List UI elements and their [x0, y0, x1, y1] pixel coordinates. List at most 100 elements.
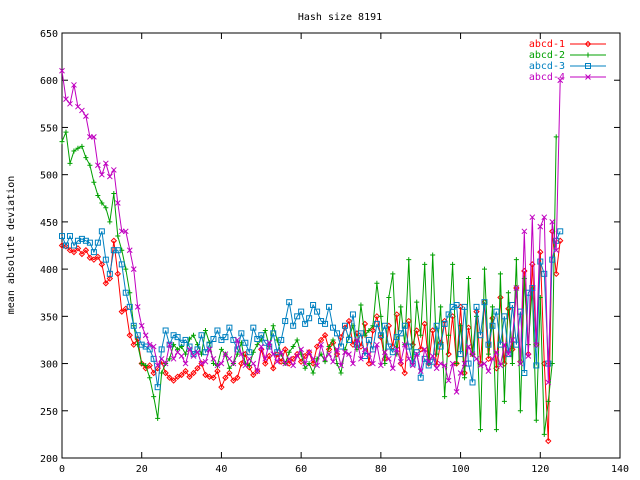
- x-tick-label: 120: [531, 464, 549, 475]
- data-point: [226, 355, 233, 362]
- data-point: [191, 332, 197, 338]
- data-point: [151, 394, 157, 400]
- data-point: [86, 254, 94, 261]
- data-point: [385, 343, 392, 350]
- data-point: [218, 360, 225, 367]
- data-point: [553, 134, 559, 140]
- legend-label: abcd-4: [529, 72, 565, 83]
- data-point: [322, 359, 328, 365]
- data-point: [103, 205, 109, 211]
- data-point: [533, 341, 540, 348]
- data-point: [406, 257, 412, 263]
- data-point: [438, 304, 444, 310]
- data-point: [541, 431, 547, 437]
- data-point: [322, 320, 329, 327]
- data-point: [366, 328, 372, 333]
- data-point: [278, 358, 285, 365]
- x-tick-label: 60: [295, 464, 307, 475]
- data-point: [357, 330, 364, 337]
- data-point: [417, 374, 424, 381]
- data-point: [365, 360, 373, 367]
- data-point: [537, 258, 544, 265]
- data-point: [290, 322, 297, 329]
- data-point: [230, 377, 237, 384]
- x-tick-label: 80: [375, 464, 387, 475]
- data-point: [449, 303, 456, 310]
- data-point: [338, 362, 344, 369]
- data-point: [521, 228, 528, 235]
- data-point: [142, 332, 149, 339]
- data-point: [342, 349, 348, 356]
- data-point: [310, 355, 316, 362]
- data-point: [429, 353, 436, 359]
- data-point: [126, 303, 133, 310]
- data-point: [118, 308, 125, 315]
- data-point: [198, 332, 205, 339]
- data-point: [198, 360, 205, 367]
- data-point: [461, 360, 468, 367]
- data-point: [545, 437, 552, 445]
- data-point: [446, 332, 452, 338]
- data-point: [62, 243, 70, 250]
- data-point: [537, 223, 544, 230]
- data-point: [118, 261, 125, 268]
- y-tick-label: 600: [40, 76, 58, 87]
- data-point: [413, 351, 420, 357]
- data-point: [238, 360, 245, 367]
- data-point: [525, 353, 532, 359]
- data-point: [175, 346, 181, 352]
- data-point: [95, 192, 101, 198]
- data-point: [226, 365, 232, 371]
- data-point: [322, 355, 328, 362]
- y-tick-label: 650: [40, 29, 58, 40]
- data-point: [190, 369, 197, 377]
- y-tick-label: 350: [40, 312, 58, 323]
- data-point: [143, 362, 149, 368]
- data-point: [345, 336, 352, 343]
- data-point: [174, 373, 181, 380]
- data-point: [294, 353, 301, 359]
- data-point: [298, 346, 304, 353]
- data-point: [134, 332, 141, 339]
- data-point: [497, 341, 504, 348]
- data-point: [585, 63, 591, 69]
- data-point: [155, 415, 161, 421]
- data-point: [369, 346, 376, 353]
- data-point: [366, 351, 372, 357]
- data-point: [401, 369, 408, 377]
- data-point: [162, 327, 169, 334]
- data-point: [174, 334, 181, 341]
- data-point: [433, 365, 440, 372]
- data-point: [454, 361, 460, 367]
- data-point: [326, 303, 333, 310]
- data-point: [194, 349, 201, 356]
- data-point: [246, 364, 253, 371]
- data-point: [222, 351, 229, 357]
- data-point: [67, 100, 73, 107]
- data-point: [70, 242, 77, 249]
- data-point: [541, 214, 548, 221]
- data-point: [206, 341, 213, 348]
- data-point: [393, 334, 400, 341]
- data-point: [385, 355, 392, 362]
- data-point: [445, 311, 452, 318]
- data-point: [114, 247, 121, 254]
- data-point: [370, 360, 376, 367]
- data-point: [79, 143, 85, 149]
- data-point: [533, 417, 539, 423]
- y-tick-label: 300: [40, 360, 58, 371]
- data-point: [345, 317, 353, 325]
- data-point: [557, 77, 564, 84]
- data-point: [102, 256, 109, 263]
- data-point: [314, 308, 321, 315]
- data-point: [262, 328, 268, 333]
- data-point: [313, 343, 321, 350]
- data-point: [374, 280, 380, 286]
- data-point: [425, 358, 432, 365]
- data-point: [373, 320, 380, 327]
- data-point: [330, 324, 337, 331]
- data-point: [386, 294, 392, 300]
- data-point: [178, 353, 185, 359]
- y-tick-label: 500: [40, 171, 58, 182]
- data-point: [258, 332, 265, 339]
